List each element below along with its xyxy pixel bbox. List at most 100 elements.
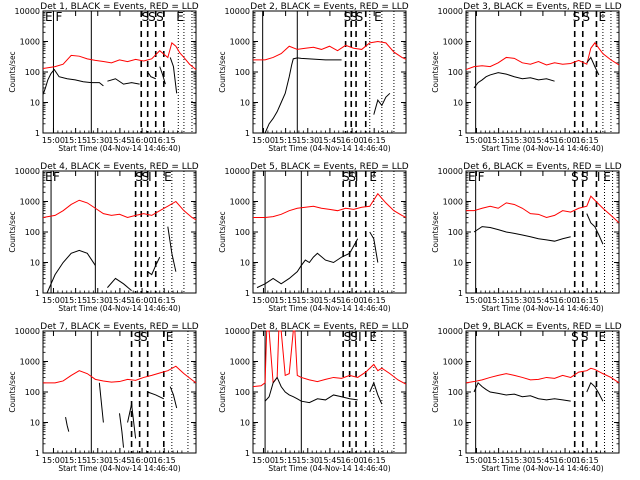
x-axis-label: Start Time (04-Nov-14 14:46:40) xyxy=(481,304,603,313)
y-tick-label: 1 xyxy=(35,129,40,138)
y-tick-label: 1 xyxy=(245,449,250,458)
y-tick-label: 10000 xyxy=(225,327,250,336)
events-series-line xyxy=(473,72,555,89)
chart-title: Det 7, BLACK = Events, RED = LLD xyxy=(40,322,199,332)
panel-det-2: Det 2, BLACK = Events, RED = LLD 1 10 100 10… xyxy=(218,2,409,153)
events-series-line xyxy=(98,382,104,423)
panel-det-3: Det 3, BLACK = Events, RED = LLD 1 10 100 10… xyxy=(431,2,622,153)
event-marker-label: S xyxy=(142,10,150,24)
y-tick-label: 1 xyxy=(35,289,40,298)
y-tick-label: 10 xyxy=(240,419,250,428)
event-marker-label: S xyxy=(571,170,579,184)
x-tick-label: 15:30 xyxy=(86,136,109,145)
x-tick-label: 16:00 xyxy=(554,456,577,465)
y-tick-label: 10 xyxy=(453,259,463,268)
y-tick-label: 1000 xyxy=(443,38,463,47)
x-tick-label: 15:00 xyxy=(42,456,65,465)
x-tick-label: 16:00 xyxy=(131,296,154,305)
panel-det-5: Det 5, BLACK = Events, RED = LLD 1 10 100 10… xyxy=(218,162,409,313)
y-tick-label: 100 xyxy=(25,68,40,77)
event-marker-label: S xyxy=(142,170,150,184)
x-tick-label: 16:15 xyxy=(363,296,386,305)
x-tick-label: 16:00 xyxy=(131,456,154,465)
panel-det-7: Det 7, BLACK = Events, RED = LLD 1 10 100 10… xyxy=(8,322,199,473)
y-tick-label: 1 xyxy=(35,449,40,458)
event-marker-label: E xyxy=(176,10,184,24)
events-series-line xyxy=(586,381,604,402)
y-tick-label: 10 xyxy=(30,419,40,428)
event-marker-label: I xyxy=(355,170,359,184)
events-series-line xyxy=(586,56,600,76)
x-axis-label: Start Time (04-Nov-14 14:46:40) xyxy=(58,464,180,473)
events-series-line xyxy=(147,391,165,400)
events-series-line xyxy=(127,404,137,439)
x-tick-label: 16:00 xyxy=(341,456,364,465)
panel-det-9: Det 9, BLACK = Events, RED = LLD 1 10 100 10… xyxy=(431,322,622,473)
x-tick-label: 15:45 xyxy=(318,456,341,465)
events-series-line xyxy=(119,413,125,448)
lld-series-line xyxy=(42,42,197,70)
events-series-line xyxy=(147,256,161,276)
plot-frame xyxy=(42,330,197,454)
event-marker-label: E xyxy=(369,170,377,184)
events-series-line xyxy=(46,249,96,294)
event-marker-label: S xyxy=(571,330,579,344)
plot-frame xyxy=(252,330,407,454)
y-tick-label: 10 xyxy=(30,99,40,108)
y-tick-label: 10 xyxy=(30,259,40,268)
y-tick-label: 1000 xyxy=(20,198,40,207)
panel-det-1: Det 1, BLACK = Events, RED = LLD 1 10 100 10… xyxy=(8,2,199,153)
events-series-line xyxy=(107,78,140,85)
event-marker-label: E xyxy=(374,10,382,24)
event-marker-label: E xyxy=(598,10,606,24)
y-tick-label: 1 xyxy=(458,289,463,298)
events-series-line xyxy=(169,386,178,409)
y-tick-label: 10000 xyxy=(438,7,463,16)
y-axis-label: Counts/sec xyxy=(218,371,227,412)
events-series-line xyxy=(369,231,379,263)
events-series-line xyxy=(169,57,178,94)
events-series-line xyxy=(147,71,156,80)
y-tick-label: 100 xyxy=(448,388,463,397)
x-tick-label: 16:15 xyxy=(363,456,386,465)
y-axis-label: Counts/sec xyxy=(431,371,440,412)
events-series-line xyxy=(159,66,166,85)
y-axis-label: Counts/sec xyxy=(8,51,17,92)
y-tick-label: 10 xyxy=(240,259,250,268)
x-tick-label: 15:15 xyxy=(487,456,510,465)
y-tick-label: 10000 xyxy=(225,7,250,16)
x-tick-label: 15:15 xyxy=(64,456,87,465)
x-tick-label: 15:30 xyxy=(296,136,319,145)
y-tick-label: 1 xyxy=(458,449,463,458)
event-marker-label: E xyxy=(369,330,377,344)
x-tick-label: 15:45 xyxy=(318,136,341,145)
y-tick-label: 1000 xyxy=(443,198,463,207)
x-tick-label: 15:30 xyxy=(86,296,109,305)
x-tick-label: 15:15 xyxy=(487,136,510,145)
event-marker-label: I xyxy=(597,170,601,184)
lld-series-line xyxy=(42,199,197,221)
plot-frame xyxy=(252,10,407,134)
y-tick-label: 1000 xyxy=(20,358,40,367)
x-axis-label: Start Time (04-Nov-14 14:46:40) xyxy=(268,304,390,313)
x-tick-label: 15:30 xyxy=(296,296,319,305)
y-axis-label: Counts/sec xyxy=(8,211,17,252)
y-tick-label: 10 xyxy=(240,99,250,108)
x-axis-label: Start Time (04-Nov-14 14:46:40) xyxy=(58,304,180,313)
x-tick-label: 15:30 xyxy=(296,456,319,465)
y-tick-label: 10000 xyxy=(438,167,463,176)
panel-det-6: Det 6, BLACK = Events, RED = LLD 1 10 100 10… xyxy=(431,162,622,313)
event-marker-label: S xyxy=(344,10,352,24)
chart-title: Det 3, BLACK = Events, RED = LLD xyxy=(463,2,622,12)
panel-det-8: Det 8, BLACK = Events, RED = LLD 1 10 100 10… xyxy=(218,322,409,473)
y-tick-label: 100 xyxy=(235,388,250,397)
event-marker-label: S xyxy=(135,170,143,184)
x-tick-label: 15:45 xyxy=(108,136,131,145)
event-marker-label: S xyxy=(348,170,356,184)
x-tick-label: 15:45 xyxy=(531,136,554,145)
y-axis-label: Counts/sec xyxy=(431,211,440,252)
x-tick-label: 15:30 xyxy=(509,296,532,305)
y-tick-label: 100 xyxy=(448,228,463,237)
x-tick-label: 15:00 xyxy=(465,456,488,465)
